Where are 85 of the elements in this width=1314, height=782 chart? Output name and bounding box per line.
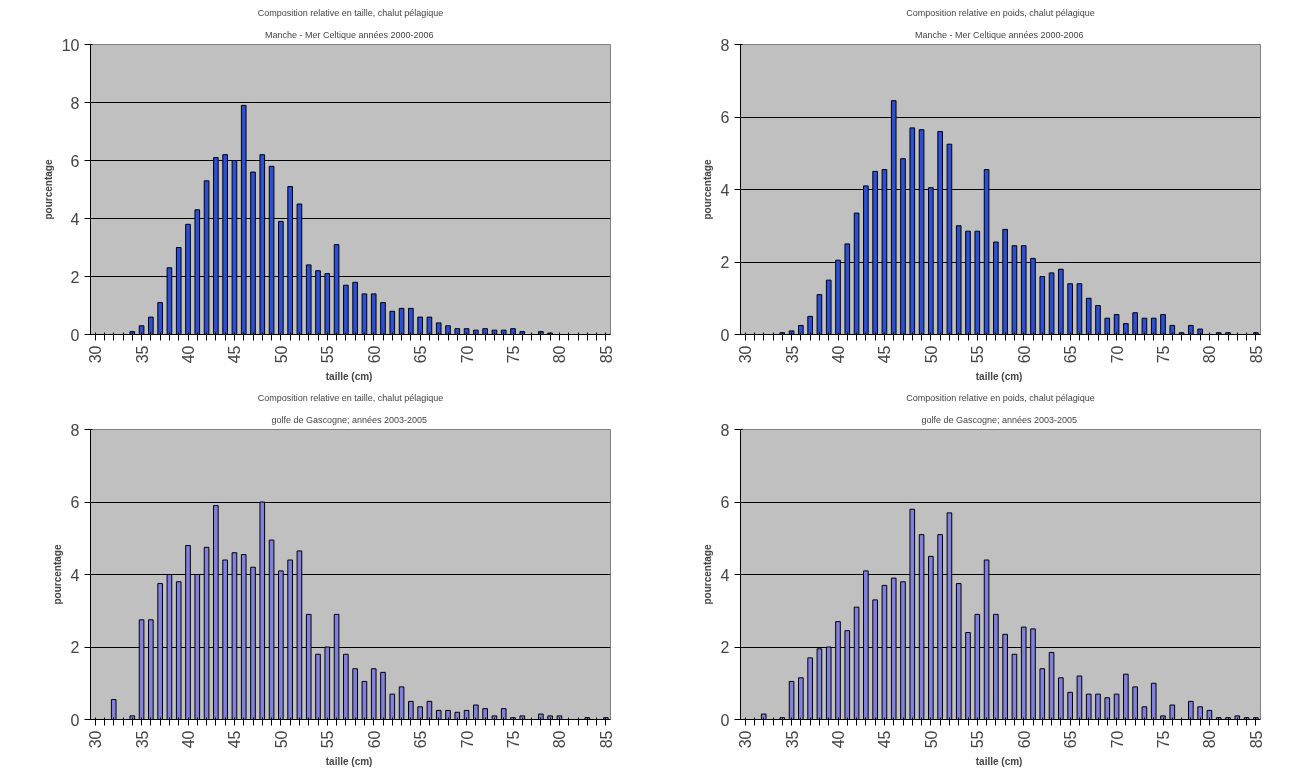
y-tick-label: 4 [720,566,730,584]
y-tick-label: 10 [61,36,80,54]
y-tick-label: 8 [70,94,80,112]
x-tick-label: 35 [133,345,151,364]
y-tick-label: 4 [70,210,80,228]
x-tick-label: 45 [226,730,244,749]
x-axis-title: taille (cm) [975,371,1023,383]
x-tick-label: 45 [226,345,244,364]
x-tick-label: 70 [1108,345,1126,364]
x-tick-label: 55 [319,345,337,364]
x-tick-label: 55 [969,730,987,749]
x-tick-label: 55 [319,730,337,749]
x-tick-label: 70 [458,345,476,364]
y-axis-title: pourcentage [42,159,54,220]
x-tick-label: 35 [783,730,801,749]
x-tick-label: 50 [922,345,940,364]
x-tick-label: 60 [1015,730,1033,749]
x-tick-label: 75 [505,345,522,364]
y-tick-label: 6 [70,494,80,511]
x-tick-label: 70 [1108,730,1126,749]
x-tick-label: 75 [1155,730,1172,749]
x-tick-label: 60 [365,730,383,749]
x-axis-title: taille (cm) [325,371,373,383]
y-tick-label: 4 [720,181,730,199]
y-tick-label: 0 [720,711,730,729]
x-tick-label: 50 [272,730,290,749]
x-tick-label: 85 [1247,730,1265,749]
y-tick-label: 0 [720,326,730,344]
x-tick-label: 35 [133,730,151,749]
x-tick-label: 40 [830,345,847,364]
x-tick-label: 65 [412,345,430,364]
chart-subtitle: golfe de Gascogne; années 2003-2005 [271,414,428,425]
x-tick-label: 75 [1155,345,1172,364]
x-tick-label: 30 [87,730,105,749]
chart-subtitle: golfe de Gascogne; années 2003-2005 [921,414,1078,425]
y-tick-label: 6 [720,109,730,126]
y-tick-label: 0 [70,711,80,729]
x-tick-label: 60 [365,345,383,364]
x-tick-label: 45 [876,730,894,749]
y-axis-title: pourcentage [701,544,713,605]
chart-title: Composition relative en poids, chalut pélagique [906,7,1095,18]
x-tick-label: 85 [1247,345,1265,364]
x-tick-label: 50 [922,730,940,749]
x-tick-label: 40 [180,730,197,749]
x-tick-label: 30 [737,345,755,364]
chart-subtitle: Manche - Mer Celtique années 2000-2006 [914,29,1084,40]
chart-title: Composition relative en taille, chalut pélagique [257,392,444,403]
x-tick-label: 75 [505,730,522,749]
y-tick-label: 2 [720,639,730,656]
y-tick-label: 2 [720,254,730,271]
x-tick-label: 65 [412,730,430,749]
y-tick-label: 8 [70,421,80,439]
x-tick-label: 45 [876,345,894,364]
x-tick-label: 30 [87,345,105,364]
x-axis-title: taille (cm) [325,756,373,768]
y-tick-label: 8 [720,421,730,439]
x-tick-label: 40 [180,345,197,364]
x-tick-label: 70 [458,730,476,749]
x-tick-label: 80 [1201,730,1219,749]
x-tick-label: 40 [830,730,847,749]
y-tick-label: 2 [70,639,80,656]
y-tick-label: 0 [70,326,80,344]
chart-title: Composition relative en poids, chalut pélagique [906,392,1095,403]
x-tick-label: 85 [597,345,615,364]
x-axis-title: taille (cm) [975,756,1023,768]
x-tick-label: 35 [783,345,801,364]
x-tick-label: 65 [1062,345,1080,364]
x-tick-label: 50 [272,345,290,364]
x-tick-label: 55 [969,345,987,364]
x-tick-label: 80 [1201,345,1219,364]
y-tick-label: 6 [70,152,80,170]
y-tick-label: 6 [720,494,730,511]
x-tick-label: 30 [737,730,755,749]
x-tick-label: 80 [551,345,569,364]
x-tick-label: 65 [1062,730,1080,749]
x-tick-label: 85 [597,730,615,749]
y-tick-label: 4 [70,566,80,584]
x-tick-label: 60 [1015,345,1033,364]
y-axis-title: pourcentage [51,544,63,605]
y-tick-label: 8 [720,36,730,54]
chart-subtitle: Manche - Mer Celtique années 2000-2006 [264,29,434,40]
chart-title: Composition relative en taille, chalut pélagique [257,7,444,18]
y-axis-title: pourcentage [701,159,713,220]
x-tick-label: 80 [551,730,569,749]
y-tick-label: 2 [70,268,80,286]
